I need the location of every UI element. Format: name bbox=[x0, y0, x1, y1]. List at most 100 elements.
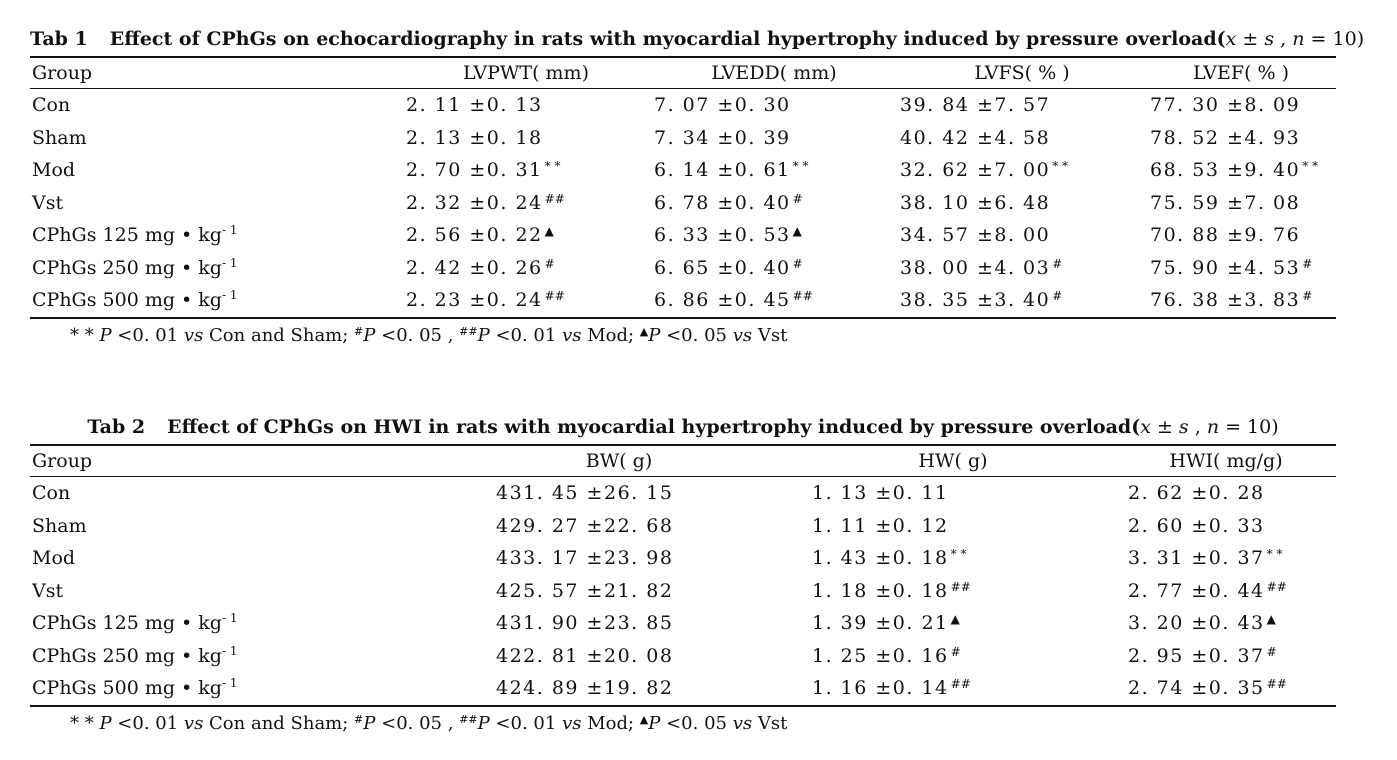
significance-mark: ## bbox=[950, 677, 971, 691]
group-cell: CPhGs 250 mg • kg- 1 bbox=[32, 255, 238, 279]
value-cell: 70. 88 ±9. 76 bbox=[1150, 224, 1301, 246]
value-cell: 2. 11 ±0. 13 bbox=[406, 94, 543, 116]
value-cell: 76. 38 ±3. 83 # bbox=[1150, 289, 1313, 311]
table-row: Sham 2. 13 ±0. 18 7. 34 ±0. 39 40. 42 ±4. 5… bbox=[30, 122, 1336, 155]
column-header-lvpwt: LVPWT( mm) bbox=[463, 62, 589, 84]
group-cell: CPhGs 125 mg • kg- 1 bbox=[32, 223, 238, 246]
table-row: CPhGs 250 mg • kg- 1 2. 42 ±0. 26 # 6. 65 ±… bbox=[30, 252, 1336, 285]
table-2-header-row: Group BW( g) HW( g) HWI( mg/g) bbox=[30, 445, 1336, 477]
value-cell: 1. 11 ±0. 12 bbox=[812, 514, 949, 537]
significance-mark: # bbox=[1302, 256, 1313, 271]
value-cell: 431. 45 ±26. 15 bbox=[496, 482, 674, 504]
column-header-group: Group bbox=[32, 62, 93, 84]
value-cell: 32. 62 ±7. 00 * * bbox=[900, 159, 1069, 181]
value-cell: 78. 52 ±4. 93 bbox=[1150, 126, 1301, 149]
group-cell: Con bbox=[32, 94, 71, 116]
value-cell: 68. 53 ±9. 40 * * bbox=[1150, 159, 1319, 181]
significance-mark: * * bbox=[1302, 159, 1319, 173]
table-2-number: Tab 2 bbox=[87, 416, 146, 438]
value-cell: 422. 81 ±20. 08 bbox=[496, 644, 674, 667]
significance-mark: * * bbox=[544, 159, 561, 173]
table-2-caption: Tab 2 Effect of CPhGs on HWI in rats with… bbox=[30, 410, 1336, 444]
table-row: CPhGs 500 mg • kg- 1 424. 89 ±19. 82 1. 16… bbox=[30, 672, 1336, 706]
value-cell: 1. 43 ±0. 18 * * bbox=[812, 547, 967, 569]
value-cell: 6. 65 ±0. 40 # bbox=[654, 256, 803, 279]
value-cell: 39. 84 ±7. 57 bbox=[900, 94, 1051, 116]
table-1-grid: Group LVPWT( mm) LVEDD( mm) LVFS( % ) LV… bbox=[30, 56, 1336, 319]
value-cell: 1. 39 ±0. 21 ▲ bbox=[812, 612, 960, 634]
significance-mark: ## bbox=[1266, 677, 1287, 691]
significance-mark: ## bbox=[950, 579, 971, 594]
significance-mark: * * bbox=[950, 547, 967, 561]
value-cell: 1. 25 ±0. 16 # bbox=[812, 644, 961, 667]
value-cell: 38. 35 ±3. 40 # bbox=[900, 289, 1063, 311]
group-cell: CPhGs 500 mg • kg- 1 bbox=[32, 676, 238, 699]
value-cell: 7. 07 ±0. 30 bbox=[654, 94, 791, 116]
table-row: CPhGs 125 mg • kg- 1 2. 56 ±0. 22 ▲ 6. 33 ±… bbox=[30, 219, 1336, 252]
value-cell: 2. 42 ±0. 26 # bbox=[406, 256, 555, 279]
significance-mark: # bbox=[950, 644, 961, 659]
value-cell: 425. 57 ±21. 82 bbox=[496, 579, 674, 602]
group-cell: Mod bbox=[32, 159, 76, 181]
significance-mark: # bbox=[1266, 644, 1277, 659]
group-cell: Mod bbox=[32, 547, 76, 569]
significance-mark: # bbox=[792, 256, 803, 271]
group-cell: Vst bbox=[32, 191, 64, 214]
group-cell: Sham bbox=[32, 514, 87, 537]
table-row: Vst 2. 32 ±0. 24 ## 6. 78 ±0. 40 # 38. 10 ±6.… bbox=[30, 187, 1336, 220]
column-header-hw: HW( g) bbox=[918, 450, 988, 472]
table-row: Vst 425. 57 ±21. 82 1. 18 ±0. 18 ## 2. 77 ±0… bbox=[30, 575, 1336, 608]
value-cell: 38. 00 ±4. 03 # bbox=[900, 256, 1063, 279]
significance-mark: # bbox=[1052, 256, 1063, 271]
value-cell: 2. 13 ±0. 18 bbox=[406, 126, 543, 149]
value-cell: 77. 30 ±8. 09 bbox=[1150, 94, 1301, 116]
table-row: CPhGs 125 mg • kg- 1 431. 90 ±23. 85 1. 39… bbox=[30, 607, 1336, 640]
group-cell: Vst bbox=[32, 579, 64, 602]
value-cell: 75. 59 ±7. 08 bbox=[1150, 191, 1301, 214]
table-1-footnote: * * P <0. 01 vs Con and Sham; #P <0. 05 … bbox=[70, 324, 788, 346]
group-cell: Sham bbox=[32, 126, 87, 149]
value-cell: 38. 10 ±6. 48 bbox=[900, 191, 1051, 214]
value-cell: 431. 90 ±23. 85 bbox=[496, 612, 674, 634]
table-2-body: Con 431. 45 ±26. 15 1. 13 ±0. 11 2. 62 ±0. … bbox=[30, 477, 1336, 706]
table-2-footnote: * * P <0. 01 vs Con and Sham; #P <0. 05 … bbox=[70, 712, 788, 734]
significance-mark: # bbox=[792, 191, 803, 206]
significance-mark: ## bbox=[544, 289, 565, 303]
significance-mark: # bbox=[1302, 289, 1313, 303]
column-header-lvef: LVEF( % ) bbox=[1192, 62, 1290, 84]
value-cell: 2. 23 ±0. 24 ## bbox=[406, 289, 565, 311]
table-1-stat: x ± s , n = 10) bbox=[1225, 28, 1365, 50]
value-cell: 2. 60 ±0. 33 bbox=[1128, 514, 1265, 537]
value-cell: 2. 95 ±0. 37 # bbox=[1128, 644, 1277, 667]
table-row: Sham 429. 27 ±22. 68 1. 11 ±0. 12 2. 60 ±0.… bbox=[30, 510, 1336, 543]
significance-mark: ▲ bbox=[950, 612, 960, 626]
table-1-header-row: Group LVPWT( mm) LVEDD( mm) LVFS( % ) LV… bbox=[30, 57, 1336, 89]
column-header-lvedd: LVEDD( mm) bbox=[711, 62, 837, 84]
value-cell: 2. 56 ±0. 22 ▲ bbox=[406, 224, 554, 246]
column-header-lvfs: LVFS( % ) bbox=[974, 62, 1070, 84]
value-cell: 433. 17 ±23. 98 bbox=[496, 547, 674, 569]
value-cell: 40. 42 ±4. 58 bbox=[900, 126, 1051, 149]
table-row: Mod 2. 70 ±0. 31 * * 6. 14 ±0. 61 * * 32. 62 … bbox=[30, 154, 1336, 187]
value-cell: 34. 57 ±8. 00 bbox=[900, 224, 1051, 246]
table-row: Mod 433. 17 ±23. 98 1. 43 ±0. 18 * * 3. 31 ±… bbox=[30, 542, 1336, 575]
value-cell: 7. 34 ±0. 39 bbox=[654, 126, 791, 149]
table-2: Tab 2 Effect of CPhGs on HWI in rats with… bbox=[30, 410, 1336, 741]
significance-mark: ▲ bbox=[544, 224, 554, 238]
significance-mark: ▲ bbox=[792, 224, 802, 238]
table-2-grid: Group BW( g) HW( g) HWI( mg/g) Con 431. 4… bbox=[30, 444, 1336, 707]
table-2-stat: x ± s , n = 10) bbox=[1140, 416, 1279, 438]
table-1-body: Con 2. 11 ±0. 13 7. 07 ±0. 30 39. 84 ±7. 57… bbox=[30, 89, 1336, 318]
value-cell: 1. 18 ±0. 18 ## bbox=[812, 579, 971, 602]
significance-mark: * * bbox=[1266, 547, 1283, 561]
significance-mark: # bbox=[1052, 289, 1063, 303]
value-cell: 2. 74 ±0. 35 ## bbox=[1128, 677, 1287, 699]
column-header-bw: BW( g) bbox=[585, 450, 653, 472]
column-header-group: Group bbox=[32, 450, 93, 472]
table-2-title: Effect of CPhGs on HWI in rats with myoc… bbox=[167, 416, 1141, 438]
column-header-hwi: HWI( mg/g) bbox=[1169, 450, 1283, 472]
table-1: Tab 1 Effect of CPhGs on echocardiography… bbox=[30, 22, 1364, 353]
value-cell: 1. 16 ±0. 14 ## bbox=[812, 677, 971, 699]
table-row: CPhGs 500 mg • kg- 1 2. 23 ±0. 24 ## 6. 86 … bbox=[30, 284, 1336, 318]
value-cell: 3. 31 ±0. 37 * * bbox=[1128, 547, 1283, 569]
